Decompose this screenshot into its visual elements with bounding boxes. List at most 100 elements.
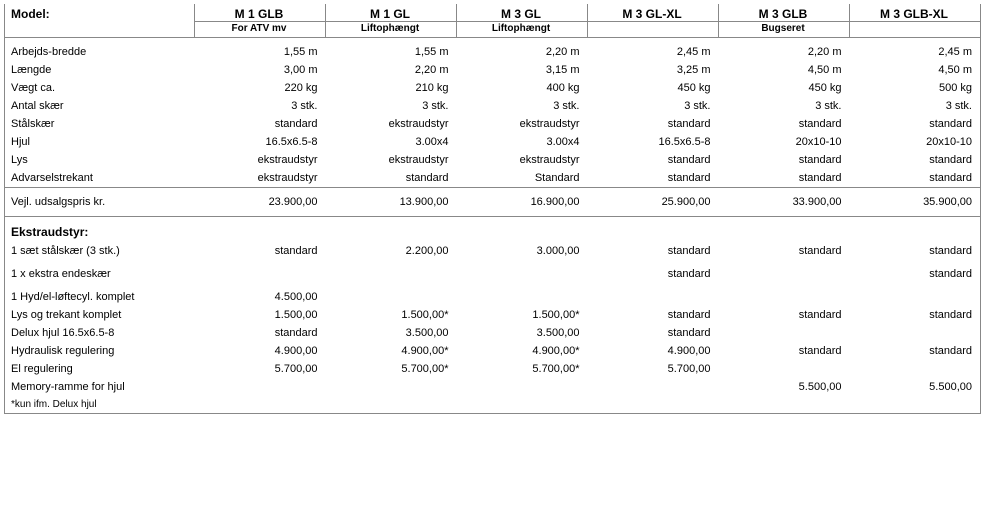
cell-value: 3 stk. [850, 97, 981, 115]
cell-value: 2,20 m [719, 38, 850, 62]
table-row: Vejl. udsalgspris kr.23.900,0013.900,001… [5, 188, 981, 217]
cell-value: 3.000,00 [457, 242, 588, 265]
cell-value: 4.900,00 [588, 342, 719, 360]
row-label: Delux hjul 16.5x6.5-8 [5, 324, 195, 342]
cell-value: ekstraudstyr [195, 169, 326, 188]
cell-value: standard [326, 169, 457, 188]
cell-value: 3 stk. [588, 97, 719, 115]
column-header: M 3 GLB [719, 4, 850, 22]
cell-value: 2,20 m [457, 38, 588, 62]
table-row: Længde3,00 m2,20 m3,15 m3,25 m4,50 m4,50… [5, 61, 981, 79]
cell-value: 5.500,00 [719, 378, 850, 396]
cell-value: 3 stk. [719, 97, 850, 115]
cell-value: 16.5x6.5-8 [195, 133, 326, 151]
cell-value: 3.00x4 [457, 133, 588, 151]
cell-value: 4,50 m [850, 61, 981, 79]
cell-value: standard [850, 242, 981, 265]
cell-value: 3,15 m [457, 61, 588, 79]
cell-value [850, 360, 981, 378]
row-label: Stålskær [5, 115, 195, 133]
cell-value [588, 217, 719, 243]
cell-value: 450 kg [719, 79, 850, 97]
row-label: Antal skær [5, 97, 195, 115]
cell-value [326, 288, 457, 306]
cell-value [326, 396, 457, 414]
cell-value [326, 217, 457, 243]
cell-value: standard [719, 242, 850, 265]
column-subtitle: Liftophængt [457, 22, 588, 38]
cell-value: 4.900,00 [195, 342, 326, 360]
column-header: M 1 GLB [195, 4, 326, 22]
table-row: Stålskærstandardekstraudstyrekstraudstyr… [5, 115, 981, 133]
column-subtitle [850, 22, 981, 38]
row-label: Arbejds-bredde [5, 38, 195, 62]
cell-value: 500 kg [850, 79, 981, 97]
cell-value: ekstraudstyr [457, 151, 588, 169]
cell-value [326, 378, 457, 396]
table-row: Lys og trekant komplet1.500,001.500,00*1… [5, 306, 981, 324]
cell-value [588, 288, 719, 306]
cell-value [719, 324, 850, 342]
cell-value [457, 217, 588, 243]
table-row: Ekstraudstyr: [5, 217, 981, 243]
cell-value: 4,50 m [719, 61, 850, 79]
cell-value: 3,25 m [588, 61, 719, 79]
cell-value: ekstraudstyr [195, 151, 326, 169]
cell-value: standard [719, 306, 850, 324]
cell-value: 2,45 m [850, 38, 981, 62]
row-label: Lys og trekant komplet [5, 306, 195, 324]
cell-value: 33.900,00 [719, 188, 850, 217]
cell-value: 4.900,00* [326, 342, 457, 360]
row-label: 1 Hyd/el-løftecyl. komplet [5, 288, 195, 306]
table-row: Vægt ca.220 kg210 kg400 kg450 kg450 kg50… [5, 79, 981, 97]
cell-value: standard [195, 242, 326, 265]
cell-value: 3 stk. [457, 97, 588, 115]
cell-value: standard [588, 169, 719, 188]
table-body: Arbejds-bredde1,55 m1,55 m2,20 m2,45 m2,… [5, 38, 981, 414]
cell-value [719, 265, 850, 288]
cell-value [719, 396, 850, 414]
cell-value: standard [850, 342, 981, 360]
spec-table: Model:M 1 GLBM 1 GLM 3 GLM 3 GL-XLM 3 GL… [4, 4, 981, 414]
row-label: Hydraulisk regulering [5, 342, 195, 360]
cell-value: 1.500,00 [195, 306, 326, 324]
cell-value [850, 288, 981, 306]
cell-value [457, 265, 588, 288]
column-header: M 3 GL [457, 4, 588, 22]
row-label: El regulering [5, 360, 195, 378]
cell-value [457, 396, 588, 414]
cell-value: standard [850, 169, 981, 188]
cell-value: 1.500,00* [457, 306, 588, 324]
cell-value [195, 396, 326, 414]
cell-value [195, 378, 326, 396]
cell-value: 20x10-10 [850, 133, 981, 151]
row-label: Vægt ca. [5, 79, 195, 97]
row-label: Vejl. udsalgspris kr. [5, 188, 195, 217]
cell-value: 16.900,00 [457, 188, 588, 217]
cell-value: 3.500,00 [457, 324, 588, 342]
cell-value: standard [588, 115, 719, 133]
cell-value: 3.00x4 [326, 133, 457, 151]
column-header: M 3 GL-XL [588, 4, 719, 22]
cell-value: 3.500,00 [326, 324, 457, 342]
cell-value: 5.700,00 [588, 360, 719, 378]
cell-value [850, 217, 981, 243]
cell-value: standard [850, 306, 981, 324]
cell-value: standard [588, 242, 719, 265]
cell-value: standard [850, 265, 981, 288]
cell-value: standard [719, 342, 850, 360]
cell-value: 400 kg [457, 79, 588, 97]
column-subtitle: Liftophængt [326, 22, 457, 38]
cell-value [850, 324, 981, 342]
cell-value: standard [588, 265, 719, 288]
cell-value: standard [850, 151, 981, 169]
cell-value [719, 217, 850, 243]
cell-value [326, 265, 457, 288]
row-label: Længde [5, 61, 195, 79]
table-header: Model:M 1 GLBM 1 GLM 3 GLM 3 GL-XLM 3 GL… [5, 4, 981, 38]
column-header: M 1 GL [326, 4, 457, 22]
cell-value: 16.5x6.5-8 [588, 133, 719, 151]
cell-value: standard [719, 115, 850, 133]
cell-value [588, 378, 719, 396]
table-row: El regulering5.700,005.700,00*5.700,00*5… [5, 360, 981, 378]
